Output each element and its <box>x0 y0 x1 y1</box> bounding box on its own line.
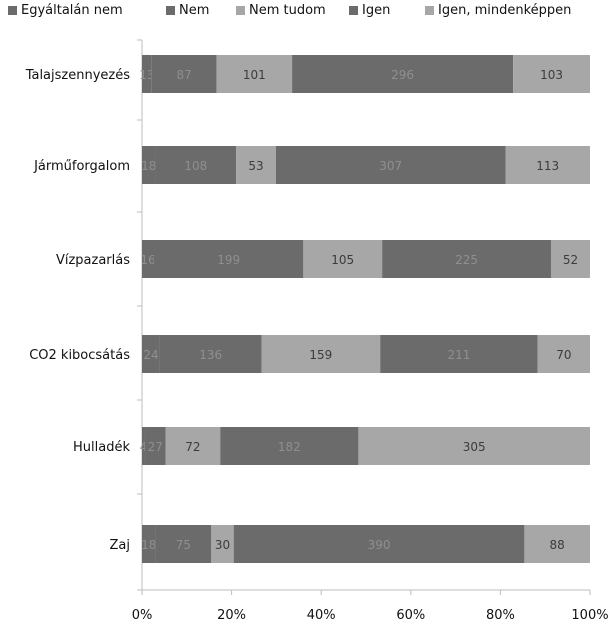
bar-segment <box>154 240 304 278</box>
bar-segment <box>165 427 221 465</box>
bar-segment <box>382 240 551 278</box>
data-label: 211 <box>448 348 471 362</box>
bar-segment <box>275 146 506 184</box>
x-tick-label: 20% <box>217 608 246 623</box>
legend-label: Egyáltalán nem <box>21 3 123 18</box>
bar-segment <box>550 240 590 278</box>
bar-segment <box>211 525 234 563</box>
data-label: 390 <box>368 538 391 552</box>
data-label: 307 <box>379 159 402 173</box>
data-label: 108 <box>184 159 207 173</box>
data-label: 13 <box>139 68 154 82</box>
legend-swatch <box>349 6 358 15</box>
data-label: 136 <box>199 348 222 362</box>
category-label: Vízpazarlás <box>56 253 130 268</box>
category-label: Hulladék <box>73 440 130 455</box>
legend-item: Igen, mindenképpen <box>425 3 571 18</box>
data-label: 70 <box>556 348 571 362</box>
legend-label: Nem <box>179 3 210 18</box>
data-label: 105 <box>331 253 354 267</box>
data-label: 72 <box>185 440 200 454</box>
data-label: 75 <box>176 538 191 552</box>
data-label: 27 <box>148 440 163 454</box>
bar-segment <box>216 55 293 93</box>
bar-segment <box>261 335 381 373</box>
x-tick-label: 80% <box>486 608 515 623</box>
data-label: 225 <box>455 253 478 267</box>
data-label: 30 <box>215 538 230 552</box>
chart-legend: Egyáltalán nem Nem Nem tudom Igen Igen, mind… <box>0 3 615 25</box>
bar-segment <box>292 55 514 93</box>
bar-segment <box>142 146 156 184</box>
bar-segment <box>142 335 160 373</box>
bar-segment <box>513 55 590 93</box>
legend-label: Igen <box>362 3 391 18</box>
data-label: 24 <box>143 348 158 362</box>
bar-segment <box>236 146 276 184</box>
data-label: 53 <box>248 159 263 173</box>
bar-segment <box>142 240 155 278</box>
bar-segment <box>303 240 383 278</box>
legend-item: Egyáltalán nem <box>8 3 123 18</box>
bar-segment <box>155 146 237 184</box>
category-label: Zaj <box>110 538 130 553</box>
bar-segment <box>145 427 166 465</box>
x-tick-label: 0% <box>132 608 153 623</box>
legend-swatch <box>425 6 434 15</box>
bar-segment <box>155 525 212 563</box>
data-label: 101 <box>243 68 266 82</box>
data-label: 18 <box>141 538 156 552</box>
bar-segment <box>505 146 590 184</box>
bar-segment <box>524 525 590 563</box>
category-label: Talajszennyezés <box>25 68 131 83</box>
data-label: 103 <box>540 68 563 82</box>
x-tick-label: 100% <box>571 608 608 623</box>
bar-segment <box>142 427 146 465</box>
bar-segment <box>537 335 590 373</box>
legend-swatch <box>8 6 17 15</box>
data-label: 199 <box>217 253 240 267</box>
bar-segment <box>142 55 152 93</box>
data-label: 113 <box>536 159 559 173</box>
legend-swatch <box>236 6 245 15</box>
legend-item: Nem tudom <box>236 3 326 18</box>
x-tick-label: 40% <box>307 608 336 623</box>
bar-segment <box>151 55 217 93</box>
legend-swatch <box>166 6 175 15</box>
bar-segment <box>233 525 525 563</box>
category-label: CO2 kibocsátás <box>29 348 130 363</box>
data-label: 182 <box>278 440 301 454</box>
data-label: 296 <box>391 68 414 82</box>
bar-segment <box>142 525 156 563</box>
data-label: 159 <box>309 348 332 362</box>
data-label: 87 <box>177 68 192 82</box>
data-label: 18 <box>141 159 156 173</box>
legend-label: Nem tudom <box>249 3 326 18</box>
bar-segment <box>380 335 538 373</box>
bar-segment <box>358 427 590 465</box>
bar-segment <box>220 427 359 465</box>
data-label: 305 <box>463 440 486 454</box>
legend-label: Igen, mindenképpen <box>438 3 572 18</box>
data-label: 4 <box>140 440 148 454</box>
data-label: 52 <box>563 253 578 267</box>
legend-item: Igen <box>349 3 390 18</box>
x-tick-label: 60% <box>396 608 425 623</box>
legend-item: Nem <box>166 3 209 18</box>
category-label: Járműforgalom <box>33 159 130 174</box>
data-label: 16 <box>140 253 155 267</box>
bar-segment <box>159 335 262 373</box>
data-label: 88 <box>550 538 565 552</box>
